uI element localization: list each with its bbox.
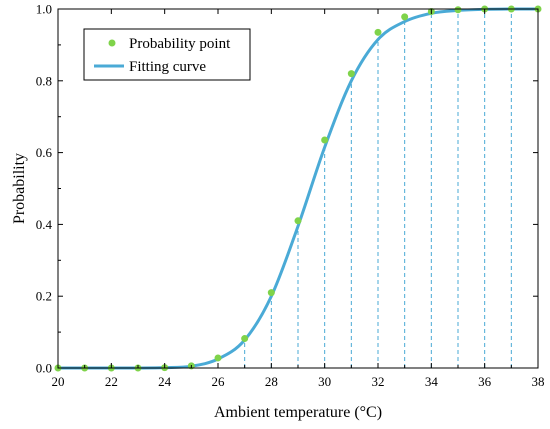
probability-point <box>214 354 222 362</box>
x-tick-label: 30 <box>318 374 331 389</box>
probability-point <box>294 217 302 225</box>
y-tick-label: 1.0 <box>36 2 52 17</box>
y-axis-title: Probability <box>11 153 28 224</box>
x-tick-label: 20 <box>52 374 65 389</box>
x-axis-title: Ambient temperature (°C) <box>214 404 382 421</box>
probability-point <box>454 6 462 14</box>
legend-point-label: Probability point <box>129 36 231 52</box>
legend-point-marker <box>108 39 116 47</box>
y-tick-label: 0.4 <box>36 217 53 232</box>
reference-lines <box>244 9 539 368</box>
probability-point <box>241 335 249 343</box>
x-tick-label: 28 <box>265 374 278 389</box>
legend-box <box>83 28 251 81</box>
y-tick-label: 0.8 <box>36 73 52 88</box>
probability-point <box>347 70 355 78</box>
x-tick-label: 22 <box>105 374 118 389</box>
legend: Probability point Fitting curve <box>83 28 251 81</box>
probability-point <box>401 13 409 21</box>
x-tick-label: 34 <box>425 374 439 389</box>
probability-point <box>321 136 329 144</box>
probability-point <box>374 28 382 36</box>
x-tick-label: 36 <box>478 374 492 389</box>
legend-line-label: Fitting curve <box>129 59 206 75</box>
y-axis-ticks: 0.0 0.2 0.4 0.6 0.8 1.0 <box>36 2 538 376</box>
y-tick-label: 0.6 <box>36 145 53 160</box>
x-tick-label: 32 <box>372 374 385 389</box>
y-tick-label: 0.0 <box>36 361 52 376</box>
x-axis-ticks: 20 22 24 26 28 30 32 34 36 38 <box>52 9 545 389</box>
x-tick-label: 24 <box>158 374 172 389</box>
probability-point <box>267 289 275 297</box>
x-tick-label: 26 <box>212 374 226 389</box>
x-tick-label: 38 <box>532 374 545 389</box>
y-tick-label: 0.2 <box>36 289 52 304</box>
